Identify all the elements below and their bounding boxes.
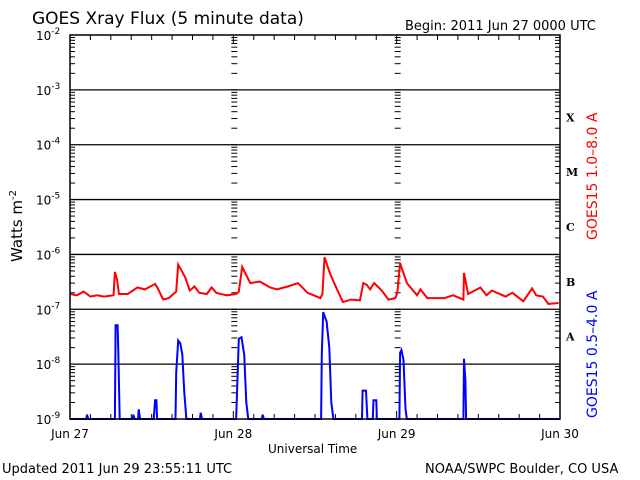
flare-class-labels: X M C B A (565, 111, 578, 343)
x-tick-label: Jun 28 (213, 427, 252, 441)
flare-class-label: X (566, 111, 575, 124)
x-tick-label: Jun 29 (377, 427, 416, 441)
y-tick-label: 10-6 (36, 246, 61, 262)
plot-frame (69, 34, 561, 420)
x-axis-label: Universal Time (268, 442, 357, 456)
data-source: NOAA/SWPC Boulder, CO USA (425, 462, 618, 477)
y-tick-label: 10-5 (36, 192, 60, 208)
series-label-long: GOES15 1.0–8.0 A (585, 112, 601, 240)
chart-title: GOES Xray Flux (5 minute data) (32, 9, 304, 29)
flare-class-label: B (566, 276, 575, 289)
y-tick-label: 10-8 (36, 356, 61, 372)
series-lines (69, 256, 560, 420)
series-line-long-wavelength (69, 256, 559, 306)
y-tick-label: 10-9 (36, 411, 61, 427)
flare-class-label: M (566, 166, 578, 179)
series-label-short: GOES15 0.5–4.0 A (585, 290, 601, 418)
y-tick-labels: 10-2 10-3 10-4 10-5 10-6 10-7 10-8 10-9 (36, 27, 61, 427)
flare-class-label: A (565, 331, 575, 344)
series-line-short-wavelength (70, 311, 560, 420)
grid (70, 89, 560, 365)
y-tick-label: 10-4 (36, 137, 61, 153)
y-tick-label: 10-3 (36, 82, 60, 98)
y-tick-label: 10-7 (36, 301, 60, 317)
axis-ticks (69, 35, 561, 420)
x-tick-label: Jun 30 (540, 427, 579, 441)
y-axis-label: Watts m-2 (8, 190, 26, 262)
y-tick-label: 10-2 (36, 27, 60, 43)
begin-label: Begin: 2011 Jun 27 0000 UTC (405, 19, 596, 34)
flare-class-label: C (566, 221, 575, 234)
updated-timestamp: Updated 2011 Jun 29 23:55:11 UTC (2, 462, 232, 477)
x-tick-label: Jun 27 (50, 427, 89, 441)
x-tick-labels: Jun 27 Jun 28 Jun 29 Jun 30 (50, 427, 579, 441)
